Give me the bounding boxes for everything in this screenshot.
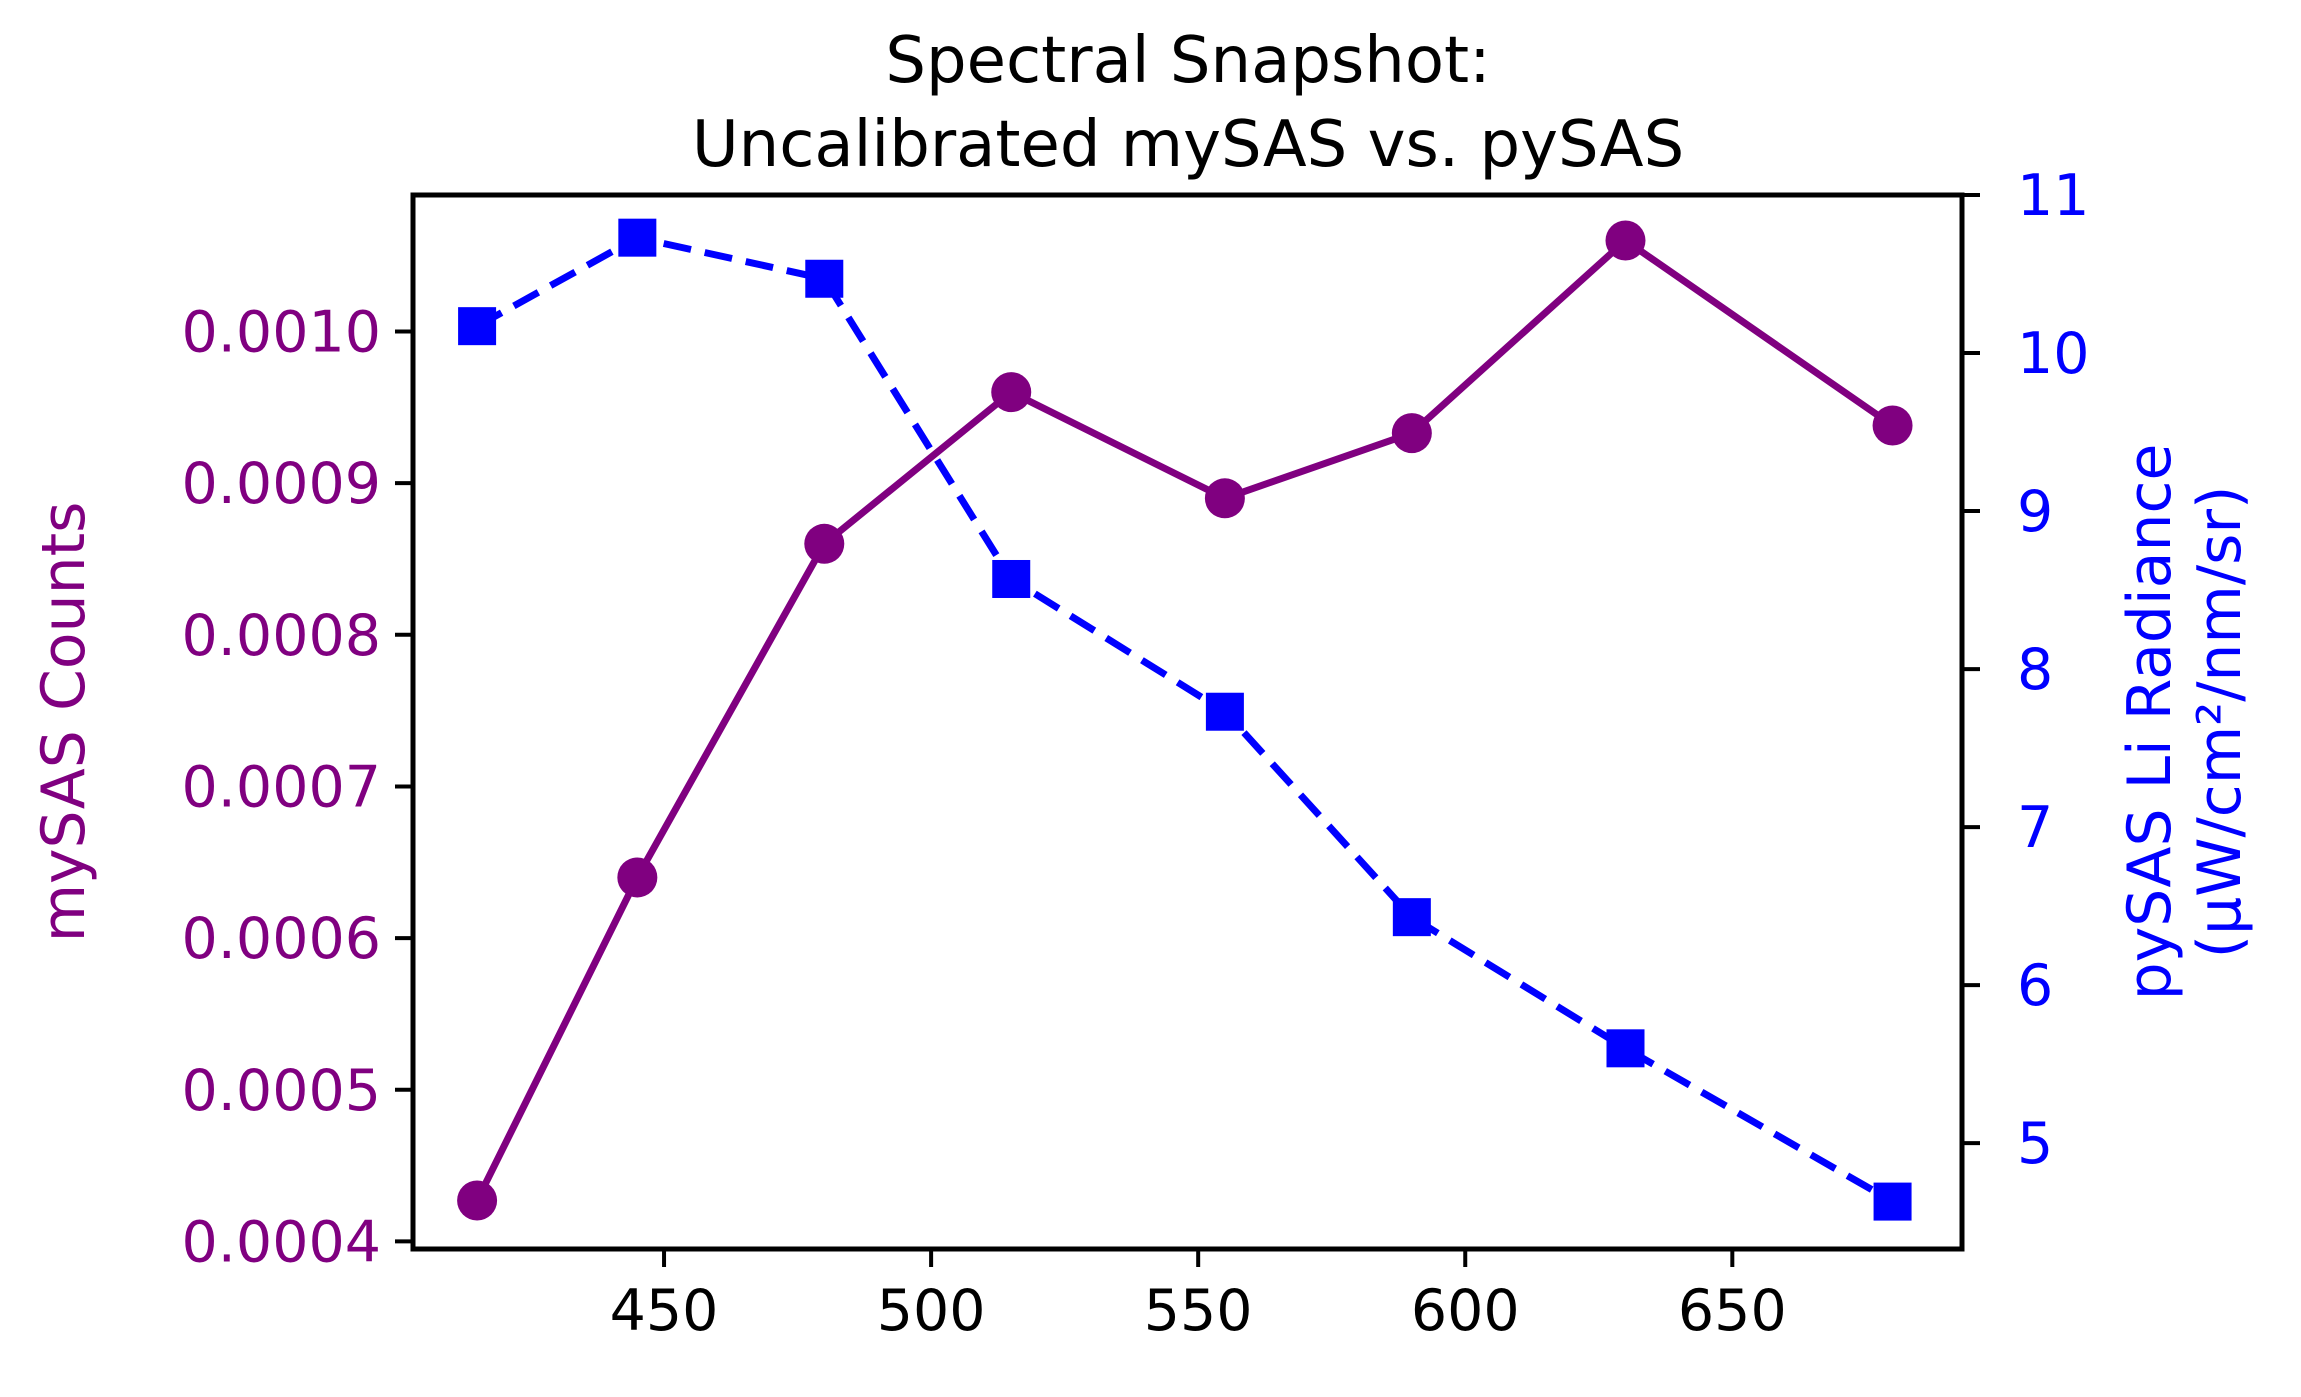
data-point-right (458, 307, 497, 346)
data-point-right (805, 259, 844, 298)
y-right-tick-label: 5 (2017, 1111, 2053, 1177)
y-right-tick-label: 11 (2017, 163, 2090, 229)
axes-layer: 450 500 550 600 650 0.0004 0.0005 0.0006 0.0007 0… (182, 163, 2090, 1344)
data-point-right (618, 218, 657, 257)
series-line-left (473, 237, 1895, 1203)
y-left-tick-label: 0.0005 (182, 1058, 381, 1124)
data-point-left (1605, 220, 1646, 261)
chart-title-line-2: Uncalibrated mySAS vs. pySAS (692, 108, 1684, 182)
data-point-left (1204, 478, 1245, 519)
series-layer (457, 218, 1913, 1221)
data-point-right (992, 559, 1031, 598)
y-right-axis-title-line-1: pySAS Li Radiance (2115, 444, 2185, 1001)
plot-frame (410, 192, 1965, 1252)
y-left-axis-title: mySAS Counts (29, 502, 99, 943)
y-left-tick-label: 0.0010 (182, 299, 381, 365)
y-right-tick-label: 6 (2017, 953, 2053, 1019)
data-point-left (991, 372, 1032, 413)
x-tick-label: 500 (877, 1278, 986, 1344)
data-point-right (1873, 1182, 1912, 1221)
y-right-tick-label: 9 (2017, 479, 2053, 545)
x-tick-label: 550 (1144, 1278, 1253, 1344)
y-left-tick-label: 0.0006 (182, 906, 381, 972)
y-right-tick-label: 10 (2017, 321, 2090, 387)
data-point-left (617, 857, 658, 898)
data-point-right (1392, 898, 1431, 937)
y-left-tick-label: 0.0009 (182, 451, 381, 517)
data-point-right (1205, 692, 1244, 731)
chart-title: Spectral Snapshot: Uncalibrated mySAS vs… (692, 24, 1684, 182)
y-left-tick-label: 0.0007 (182, 754, 381, 820)
y-left-tick-label: 0.0008 (182, 603, 381, 669)
data-point-left (1872, 405, 1913, 446)
y-right-axis-title-line-2: (μW/cm²/nm/sr) (2185, 486, 2255, 959)
x-tick-label: 600 (1411, 1278, 1520, 1344)
series-line-right (475, 234, 1895, 1205)
series-right (458, 218, 1912, 1221)
series-left (457, 220, 1913, 1221)
y-right-tick-label: 8 (2017, 637, 2053, 703)
y-left-tick-label: 0.0004 (182, 1209, 381, 1275)
x-tick-label: 450 (610, 1278, 719, 1344)
data-point-left (1391, 413, 1432, 454)
y-right-tick-label: 7 (2017, 795, 2053, 861)
data-point-left (457, 1180, 498, 1221)
data-point-right (1606, 1029, 1645, 1068)
data-point-left (804, 523, 845, 564)
x-tick-label: 650 (1678, 1278, 1787, 1344)
chart-title-line-1: Spectral Snapshot: (885, 24, 1490, 98)
